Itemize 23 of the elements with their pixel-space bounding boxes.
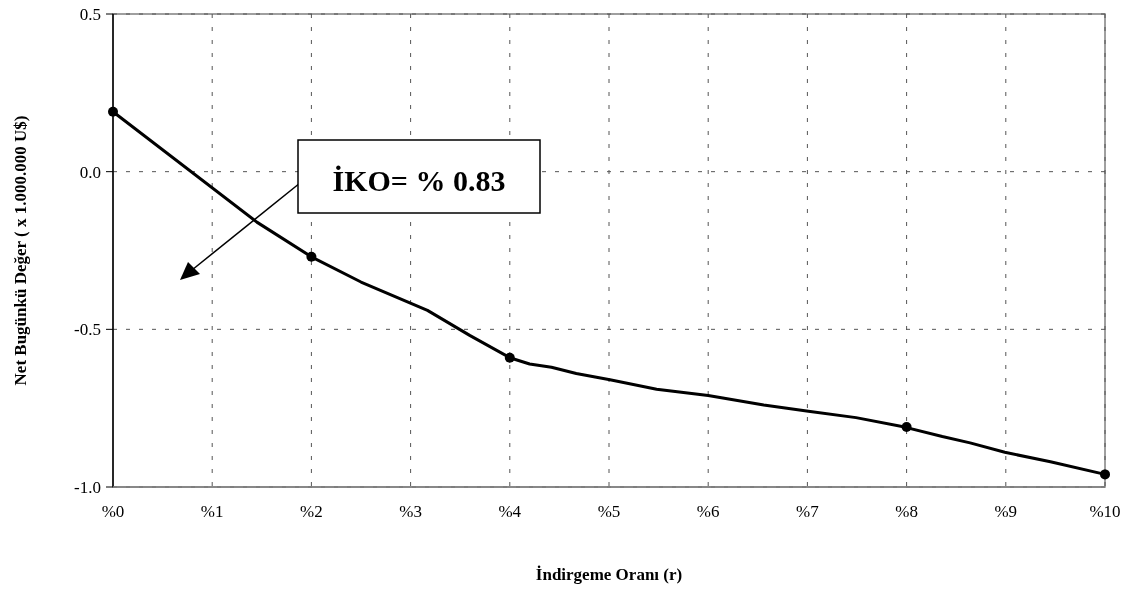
point — [108, 106, 118, 117]
x-tick-label: %6 — [696, 502, 720, 521]
point — [1100, 469, 1110, 480]
x-tick-label: %0 — [101, 502, 125, 521]
y-tick-label: -0.5 — [74, 320, 101, 340]
y-tick-label: -1.0 — [74, 477, 101, 497]
x-axis-title: İndirgeme Oranı (r) — [535, 565, 683, 584]
y-tick-label: 0.5 — [79, 4, 101, 24]
point — [306, 251, 317, 262]
x-tick-label: %4 — [498, 502, 522, 521]
point — [901, 422, 912, 433]
x-tick-label: %2 — [300, 502, 323, 521]
point — [504, 352, 515, 363]
x-tick-label: %5 — [597, 502, 621, 521]
x-tick-label: %9 — [994, 502, 1018, 521]
x-tick-label: %8 — [895, 502, 918, 521]
annotation: İKO= % 0.83 — [332, 163, 506, 197]
x-tick-label: %1 — [200, 502, 224, 521]
x-tick-label: %10 — [1089, 502, 1121, 521]
y-axis-title: Net Bugünkü Değer ( x 1.000.000 U$) — [11, 115, 30, 386]
x-tick-label: %7 — [796, 502, 820, 521]
x-tick-label: %3 — [399, 502, 422, 521]
y-tick-label: 0.0 — [79, 162, 101, 182]
